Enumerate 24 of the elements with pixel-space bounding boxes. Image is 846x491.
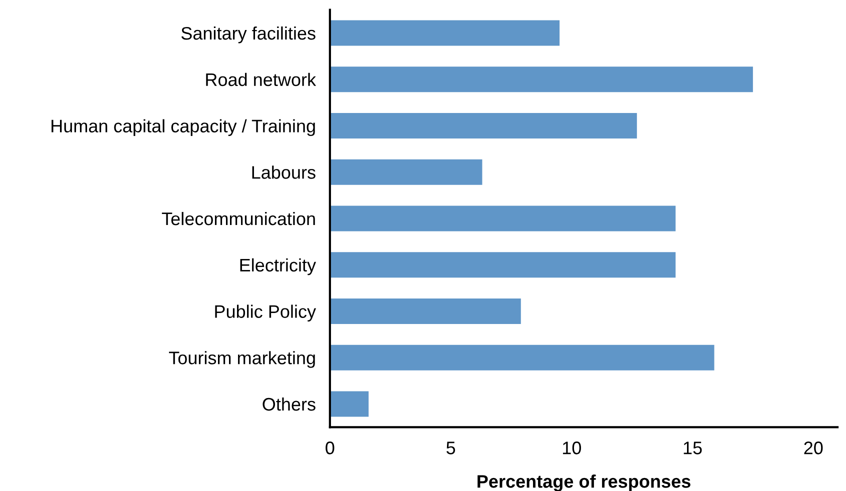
bar — [330, 20, 560, 46]
x-tick-label: 10 — [562, 442, 581, 454]
y-tick-label: Sanitary facilities — [181, 26, 316, 44]
bar — [330, 252, 676, 278]
x-tick-label: 15 — [684, 442, 702, 454]
y-tick-label: Telecommunication — [162, 212, 315, 226]
bar — [330, 159, 482, 185]
x-tick-label: 0 — [326, 442, 334, 454]
bar — [330, 113, 637, 139]
bar — [330, 344, 714, 370]
y-tick-label: Labours — [252, 166, 316, 179]
x-tick-label: 5 — [446, 442, 456, 454]
bar — [330, 206, 676, 232]
y-tick-label: Public Policy — [215, 304, 316, 322]
y-tick-label: Electricity — [240, 258, 316, 276]
x-axis-title: Percentage of responses — [478, 474, 690, 491]
y-tick-label: Tourism marketing — [168, 351, 315, 368]
x-tick-label: 20 — [804, 442, 823, 454]
bar — [330, 391, 369, 417]
y-tick-label: Human capital capacity / Training — [52, 119, 315, 136]
y-tick-label: Others — [262, 397, 316, 411]
bar — [330, 298, 521, 324]
y-tick-label: Road network — [206, 72, 316, 86]
bar — [330, 66, 753, 92]
